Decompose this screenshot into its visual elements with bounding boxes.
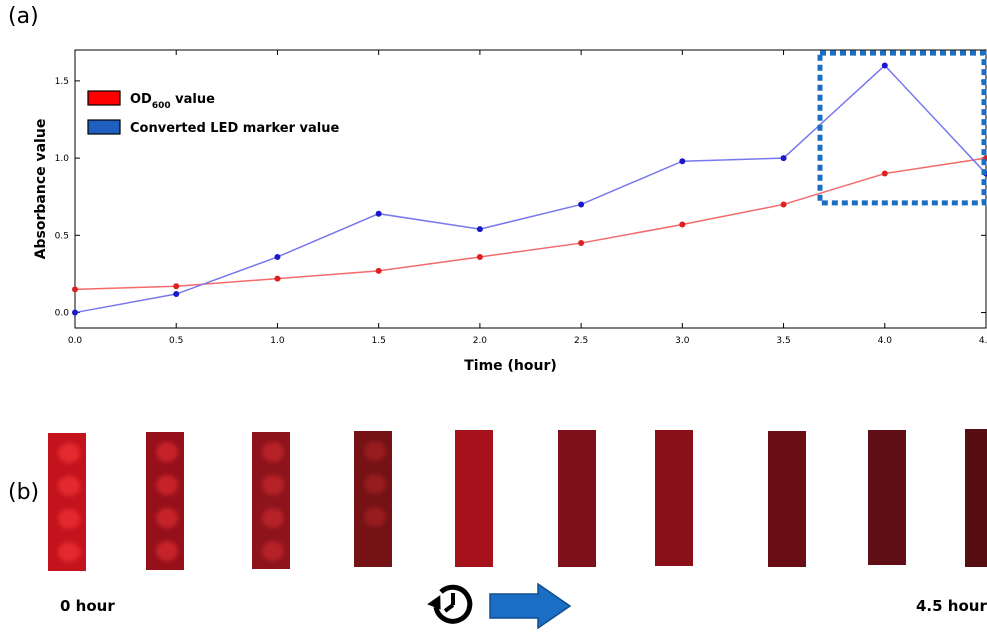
data-point	[173, 283, 180, 290]
y-axis-label: Absorbance value	[33, 119, 49, 260]
y-tick-label: 1.0	[55, 154, 70, 164]
data-point	[72, 309, 78, 316]
led-strip	[868, 430, 906, 565]
series-line-1	[74, 64, 987, 314]
led-strip	[48, 433, 86, 571]
led-strip	[965, 429, 987, 567]
data-point	[173, 291, 180, 298]
data-point	[274, 275, 281, 282]
data-point	[780, 201, 787, 208]
led-dot	[58, 476, 80, 496]
led-strip	[768, 431, 806, 567]
clock-rotate-icon	[427, 584, 473, 624]
data-point	[780, 155, 787, 162]
x-tick-label: 3.5	[776, 336, 790, 346]
y-tick-label: 0.5	[55, 231, 69, 241]
plot-frame	[74, 49, 987, 329]
legend-entry-label: OD600 value	[130, 92, 215, 111]
led-dot	[262, 475, 284, 495]
x-tick-label: 2.0	[473, 336, 488, 346]
data-point	[679, 158, 686, 165]
led-dot	[262, 508, 284, 528]
led-strip	[455, 430, 493, 567]
data-point	[72, 286, 78, 293]
highlight-box	[817, 50, 987, 206]
y-tick-label: 1.5	[55, 77, 69, 87]
x-tick-label: 2.5	[574, 336, 588, 346]
panel-label-b: (b)	[8, 480, 40, 505]
data-point	[476, 226, 483, 233]
data-point	[476, 253, 483, 260]
right-arrow-icon	[489, 583, 572, 629]
led-dot	[156, 508, 178, 528]
led-dot	[156, 475, 178, 495]
x-tick-label: 1.0	[270, 336, 285, 346]
x-axis-label: Time (hour)	[464, 358, 557, 374]
legend-entry-label: Converted LED marker value	[130, 121, 340, 136]
led-dot	[156, 442, 178, 462]
panel-label-a: (a)	[8, 4, 39, 29]
data-point	[578, 240, 585, 247]
led-strip	[558, 430, 596, 567]
led-dot	[156, 541, 178, 561]
x-tick-label: 0.5	[169, 336, 183, 346]
led-strip	[146, 432, 184, 570]
data-point	[881, 62, 888, 69]
data-point	[679, 221, 686, 228]
led-dot	[262, 541, 284, 561]
x-tick-label: 4.0	[878, 336, 893, 346]
led-dot	[262, 442, 284, 462]
time-label-end: 4.5 hour	[916, 597, 987, 615]
led-strip	[655, 430, 693, 566]
x-tick-label: 0.0	[68, 336, 83, 346]
led-dot	[58, 542, 80, 562]
led-dot	[58, 443, 80, 463]
led-dot	[364, 474, 386, 494]
series-line-0	[74, 157, 987, 291]
absorbance-line-chart: 0.0 0.5 1.0 1.5 2.0 2.5 3.0 3.5 4.0 4.5 0.0 0.5 1.0 1…	[33, 49, 987, 374]
legend-swatch	[87, 119, 121, 135]
time-label-start: 0 hour	[60, 597, 115, 615]
x-tick-label: 3.0	[675, 336, 690, 346]
led-dot	[364, 441, 386, 461]
data-point	[578, 201, 585, 208]
legend-swatch	[87, 90, 121, 106]
led-dot	[364, 507, 386, 527]
x-tick-label: 1.5	[372, 336, 386, 346]
data-point	[375, 267, 382, 274]
led-strip	[354, 431, 392, 567]
data-point	[375, 210, 382, 217]
data-point	[881, 170, 888, 177]
data-point	[274, 253, 281, 260]
y-tick-label: 0.0	[55, 309, 70, 319]
x-tick-label: 4.5	[979, 336, 987, 346]
led-dot	[58, 509, 80, 529]
led-strip	[252, 432, 290, 569]
